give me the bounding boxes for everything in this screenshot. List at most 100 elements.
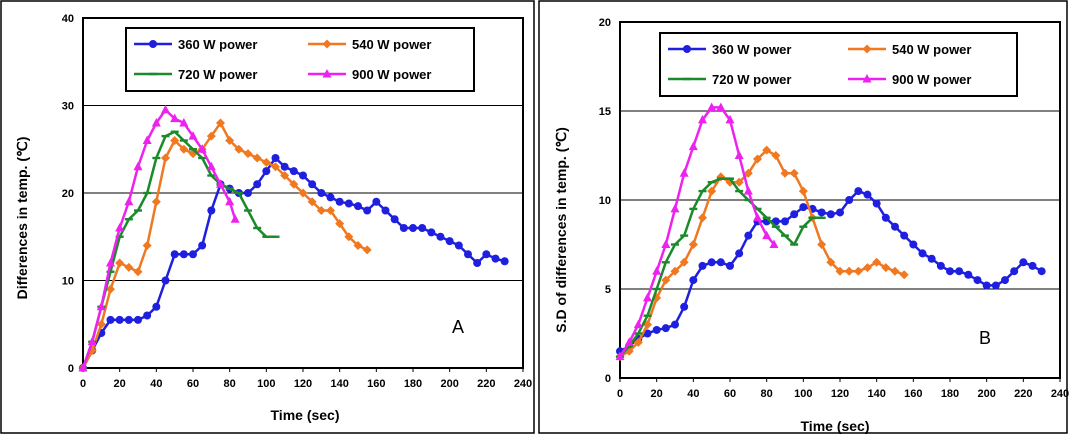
chart-a-data-point — [271, 154, 280, 162]
chart-b-data-point — [1037, 267, 1046, 276]
chart-b-xtick-label: 200 — [977, 388, 995, 400]
chart-b-data-point — [661, 261, 670, 264]
legend-entry: 360 W power — [668, 42, 791, 57]
legend-marker — [322, 39, 332, 49]
chart-a-data-point — [197, 144, 207, 153]
chart-a-xticks: 0 20 40 60 80 100 120 140 160 180 200 220 240 — [80, 368, 532, 390]
chart-a-data-point — [244, 189, 252, 197]
chart-a-data-point — [206, 161, 216, 171]
chart-b-data-point — [808, 216, 817, 219]
chart-a-xtick-label: 240 — [514, 378, 532, 390]
chart-b-data-point — [734, 177, 744, 187]
chart-b-ytick-label: 15 — [599, 106, 611, 118]
chart-b-data-point — [743, 186, 753, 195]
legend-label: 540 W power — [352, 37, 431, 52]
chart-a-data-point — [308, 180, 317, 189]
chart-b-xtick-label: 160 — [904, 388, 922, 400]
chart-a-data-point — [179, 144, 189, 154]
chart-b-data-point — [762, 145, 772, 155]
chart-b-data-point — [716, 258, 725, 267]
legend-label: 720 W power — [712, 72, 791, 87]
chart-b-series-540-w-power — [615, 145, 909, 362]
chart-a-data-point — [298, 188, 308, 198]
chart-a-data-point — [170, 130, 179, 133]
chart-a-data-point — [289, 179, 299, 189]
legend-entry: 360 W power — [134, 37, 257, 52]
chart-a-data-point — [161, 104, 170, 114]
chart-a-data-point — [179, 139, 188, 142]
chart-b-data-point — [798, 186, 808, 196]
chart-panel-b: 0 5 10 15 20 0 20 40 60 80 100 120 140 160 180 200 220 2… — [538, 0, 1069, 435]
chart-b-data-point — [982, 281, 991, 290]
chart-b-xticks: 0 20 40 60 80 100 120 140 160 180 200 220 240 — [617, 378, 1069, 400]
chart-b-data-point — [689, 276, 698, 285]
chart-b-xlabel: Time (sec) — [801, 418, 870, 434]
chart-b-data-point — [735, 249, 744, 258]
chart-a-data-point — [225, 196, 235, 206]
chart-a-data-point — [362, 245, 372, 255]
chart-b-data-point — [625, 344, 634, 348]
chart-b-data-point — [634, 332, 643, 335]
chart-a-data-point — [372, 197, 381, 206]
chart-b-data-point — [790, 243, 799, 246]
chart-a-data-point — [161, 134, 170, 138]
legend-label: 900 W power — [352, 67, 431, 82]
chart-b-data-point — [762, 230, 772, 240]
chart-a-data-point — [151, 118, 161, 127]
chart-b-data-point — [817, 208, 826, 217]
chart-a-data-point — [354, 202, 362, 211]
chart-a-data-point — [134, 315, 142, 324]
chart-a-data-point — [124, 315, 133, 324]
chart-b-data-point — [643, 292, 652, 302]
chart-b-data-point — [781, 217, 789, 226]
chart-a-data-point — [409, 224, 417, 232]
legend-marker — [862, 74, 872, 83]
chart-a-ytick-label: 0 — [68, 363, 74, 375]
chart-b-data-point — [1010, 267, 1019, 276]
chart-b-data-point — [781, 234, 789, 237]
chart-a-data-point — [143, 311, 152, 320]
chart-b-data-point — [845, 196, 854, 204]
chart-b-data-point — [881, 213, 890, 222]
chart-a-data-point — [234, 144, 244, 154]
chart-a-data-point — [363, 206, 372, 215]
chart-a-data-point — [344, 199, 353, 208]
chart-a-data-point — [143, 191, 152, 195]
chart-b-data-point — [643, 314, 652, 317]
chart-b-yticks: 0 5 10 15 20 — [599, 17, 611, 385]
chart-b-data-point — [899, 270, 909, 280]
chart-b-data-point — [633, 337, 643, 347]
chart-a-data-point — [491, 254, 500, 263]
chart-b-data-point — [863, 263, 872, 273]
chart-a-data-point — [179, 118, 189, 127]
chart-a-data-point — [307, 197, 317, 207]
chart-a-xtick-label: 0 — [80, 378, 86, 390]
chart-a-data-point — [418, 224, 427, 232]
chart-a-data-point — [261, 157, 271, 167]
chart-b-data-point — [707, 102, 717, 111]
chart-a-data-point — [299, 171, 307, 180]
chart-a-data-point — [243, 149, 253, 159]
chart-b-ytick-label: 20 — [599, 17, 611, 29]
chart-b-data-point — [652, 287, 661, 291]
chart-a-data-point — [252, 153, 262, 163]
chart-a-xtick-label: 60 — [187, 378, 199, 390]
chart-a-data-point — [152, 156, 161, 160]
chart-b-xtick-label: 220 — [1014, 388, 1032, 400]
chart-a-data-point — [445, 237, 454, 246]
chart-a-data-point — [335, 197, 344, 206]
chart-a-xtick-label: 80 — [224, 378, 236, 390]
chart-a-data-point — [124, 218, 133, 221]
chart-a-data-point — [87, 336, 97, 346]
chart-a-data-point — [280, 171, 290, 180]
chart-a-data-point — [189, 148, 197, 151]
chart-a-data-point — [115, 235, 124, 238]
chart-b-data-point — [909, 240, 918, 249]
chart-b-ylabel: S.D of differences in temp. (℃) — [553, 127, 569, 333]
chart-b-legend-box — [659, 32, 1018, 97]
chart-b-xtick-label: 120 — [831, 388, 849, 400]
chart-a-series-720-w-power — [79, 130, 280, 370]
chart-b-data-point — [661, 275, 671, 285]
chart-a-data-point — [317, 189, 326, 197]
chart-b-data-point — [698, 114, 707, 124]
